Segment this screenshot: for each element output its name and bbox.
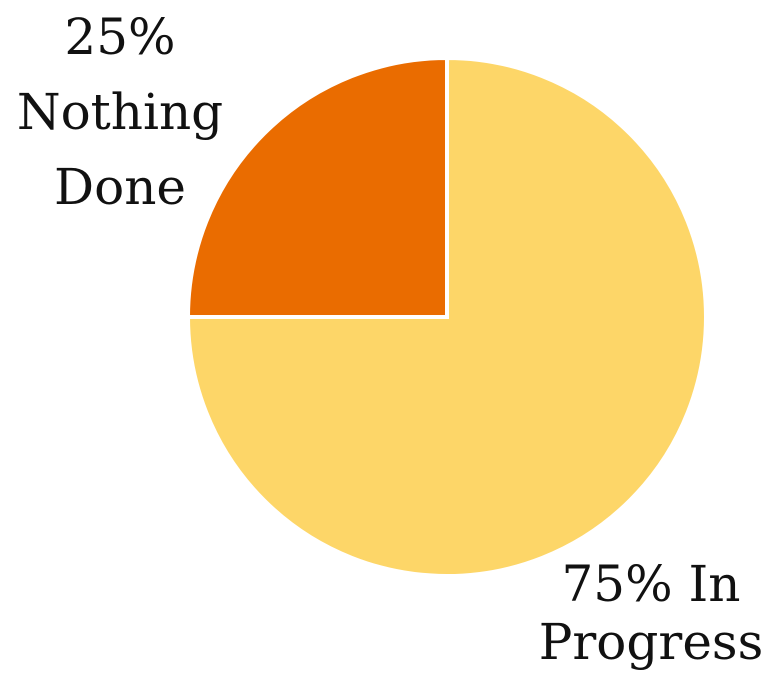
slice-label-in-progress: 75% In Progress [539,555,763,671]
slice-label-line: 75% In [562,555,741,613]
pie-slices [185,55,708,578]
pie-slice-in-progress [185,55,708,578]
slice-label-line: Progress [539,613,763,671]
slice-label-nothing-done: 25% Nothing Done [17,8,223,216]
pie-slice-nothing-done [185,55,449,319]
slice-label-line: Done [54,158,186,216]
slice-label-line: Nothing [17,83,223,141]
slice-label-line: 25% [64,8,175,66]
pie-labels: 25% Nothing Done 75% In Progress [17,8,763,671]
